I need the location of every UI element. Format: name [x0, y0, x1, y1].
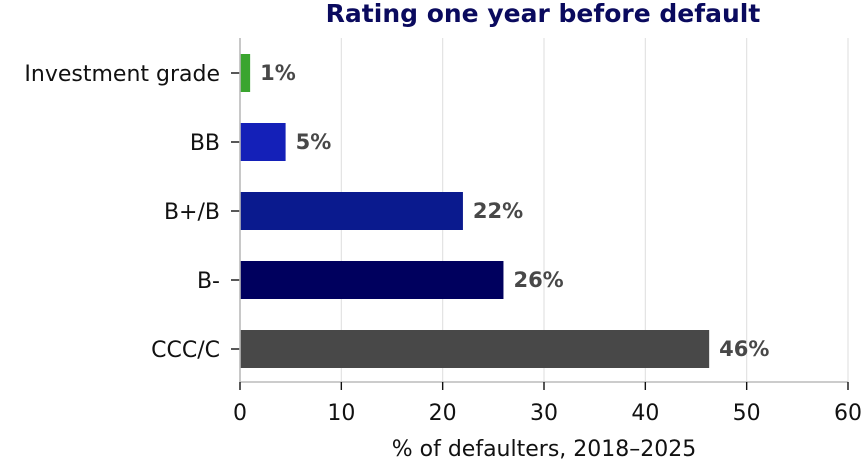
- data-label: 22%: [473, 199, 523, 223]
- y-tick-label: Investment grade: [24, 62, 220, 87]
- x-tick-label: 50: [733, 401, 761, 426]
- bar: [240, 54, 251, 92]
- grid-lines: [340, 38, 849, 382]
- y-tick-label: B-: [197, 269, 220, 294]
- y-tick-label: B+/B: [164, 200, 220, 225]
- x-tick-label: 20: [429, 401, 457, 426]
- data-label: 46%: [719, 337, 769, 361]
- x-tick-label: 10: [327, 401, 355, 426]
- data-label: 5%: [296, 130, 332, 154]
- bar: [240, 261, 504, 299]
- x-tick-label: 0: [233, 401, 247, 426]
- x-axis-label: % of defaulters, 2018–2025: [392, 437, 697, 460]
- y-tick-label: CCC/C: [151, 338, 220, 363]
- data-label: 26%: [513, 268, 563, 292]
- bars: [240, 54, 710, 368]
- chart-title: Rating one year before default: [326, 0, 761, 28]
- bar: [240, 330, 710, 368]
- bar: [240, 192, 463, 230]
- y-tick-label: BB: [190, 131, 220, 156]
- axes: Investment grade BB B+/B B- CCC/C 0 10 20 30 40 50…: [24, 38, 862, 426]
- data-labels: 1% 5% 22% 26% 46%: [260, 61, 769, 361]
- data-label: 1%: [260, 61, 296, 85]
- x-tick-label: 60: [834, 401, 862, 426]
- x-tick-label: 40: [631, 401, 659, 426]
- x-tick-label: 30: [530, 401, 558, 426]
- bar: [240, 123, 286, 161]
